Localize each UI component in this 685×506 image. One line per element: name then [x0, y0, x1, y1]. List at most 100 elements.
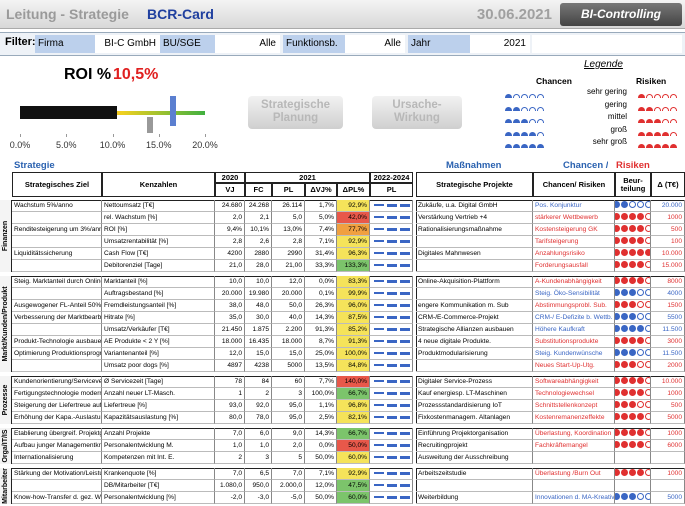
- cell: Kostenremanenzeffekte: [533, 412, 615, 424]
- spark-bar: [374, 292, 384, 294]
- dot: [620, 313, 628, 320]
- cell: Substitutionsprodukte: [533, 336, 615, 348]
- dot: [615, 429, 620, 436]
- cell: Fertigungstechnologie modernisieren: [12, 388, 102, 400]
- cell: 60,0%: [337, 492, 370, 504]
- cell: AE Produkte < 2 Y [%]: [102, 336, 215, 348]
- cell: 95,0: [272, 412, 305, 424]
- cell: 2990: [272, 248, 305, 260]
- rating-dots: [638, 88, 678, 98]
- cell: [370, 224, 413, 236]
- dot: [646, 119, 653, 123]
- spark-bar: [374, 340, 384, 342]
- cell: Krankenquote [%]: [102, 468, 215, 480]
- cell: 20.000: [272, 288, 305, 300]
- dot: [620, 249, 628, 256]
- legend-chance-dots: [505, 88, 545, 98]
- cell: [416, 480, 533, 492]
- cell: 77,7%: [337, 224, 370, 236]
- group-name: Prozesse: [2, 384, 9, 416]
- cell: [12, 324, 102, 336]
- spark-bar: [374, 204, 384, 206]
- section-title: Risiken: [616, 160, 650, 171]
- rating-dots: [505, 126, 545, 136]
- dot: [620, 213, 628, 220]
- dot: [615, 213, 620, 220]
- dot: [620, 277, 628, 284]
- legend-chance-dots: [505, 113, 545, 123]
- cell: 4238: [245, 360, 272, 372]
- table-header: Chancen/ Risiken: [533, 172, 615, 197]
- dot: [628, 401, 636, 408]
- dot: [636, 377, 644, 384]
- cell: 2.000,0: [272, 480, 305, 492]
- cell: Nettoumsatz [T€]: [102, 200, 215, 212]
- cell: [615, 440, 651, 452]
- table-header: Beur-teilung: [615, 172, 651, 197]
- legend-level: mittel: [607, 112, 627, 121]
- legend-chance-dots: [505, 126, 545, 136]
- cell: Tarifsteigerung: [533, 236, 615, 248]
- cell: [370, 200, 413, 212]
- dot: [636, 325, 644, 332]
- table-header: PL: [272, 183, 305, 197]
- dot: [644, 429, 650, 436]
- group-label: Mitarbeiter: [0, 468, 12, 504]
- cell: Ausweitung der Ausschreibung: [416, 452, 533, 464]
- rating-dots: [615, 401, 650, 410]
- cell: 12,0%: [305, 480, 337, 492]
- spark-bar: [387, 352, 397, 355]
- rating-dots: [615, 289, 650, 298]
- cell: Weiterbildung: [416, 492, 533, 504]
- rating-dots: [505, 138, 545, 148]
- cell: [615, 260, 651, 272]
- button[interactable]: Strategische Planung: [248, 96, 343, 129]
- roi-prior: [146, 117, 153, 133]
- cell: 15,0: [272, 348, 305, 360]
- cell: 84: [245, 376, 272, 388]
- cell: [615, 428, 651, 440]
- section-title: Chancen /: [563, 160, 609, 171]
- cell: rel. Wachstum [%]: [102, 212, 215, 224]
- cell: 60: [272, 376, 305, 388]
- spark-bar: [374, 404, 384, 406]
- cell: 91,3%: [337, 336, 370, 348]
- spark-bar: [387, 204, 397, 207]
- cell: 4 neue digitale Produkte.: [416, 336, 533, 348]
- group-name: Finanzen: [2, 220, 9, 252]
- cell: [416, 288, 533, 300]
- spark-bar: [400, 392, 410, 395]
- cell: [370, 428, 413, 440]
- legend-title: Legende: [584, 59, 623, 70]
- cell: 21.450: [215, 324, 245, 336]
- dot: [628, 313, 636, 320]
- dot: [644, 337, 650, 344]
- dot: [628, 377, 636, 384]
- cell: 83,3%: [337, 276, 370, 288]
- dot: [670, 131, 677, 136]
- dot: [620, 401, 628, 408]
- dot: [615, 289, 620, 296]
- rating-dots: [615, 213, 650, 222]
- dot: [620, 301, 628, 308]
- dot: [628, 261, 636, 268]
- cell: 10.000: [651, 248, 685, 260]
- dot: [615, 389, 620, 396]
- dot: [654, 144, 661, 148]
- dot: [628, 413, 636, 420]
- button[interactable]: Ursache-Wirkung: [372, 96, 462, 129]
- cell: 3: [272, 388, 305, 400]
- dot: [615, 277, 620, 284]
- cell: [370, 492, 413, 504]
- cell: 10,0: [245, 276, 272, 288]
- cell: [533, 480, 615, 492]
- dot: [615, 469, 620, 476]
- dot: [654, 94, 661, 98]
- cell: CRM-/E-Commerce-Projekt: [416, 312, 533, 324]
- spark-bar: [400, 304, 410, 307]
- cell: 2,8: [272, 236, 305, 248]
- spark-bar: [387, 240, 397, 243]
- spark-bar: [387, 304, 397, 307]
- filter-name: Funktionsb.: [283, 35, 345, 53]
- cell: 7,1%: [305, 468, 337, 480]
